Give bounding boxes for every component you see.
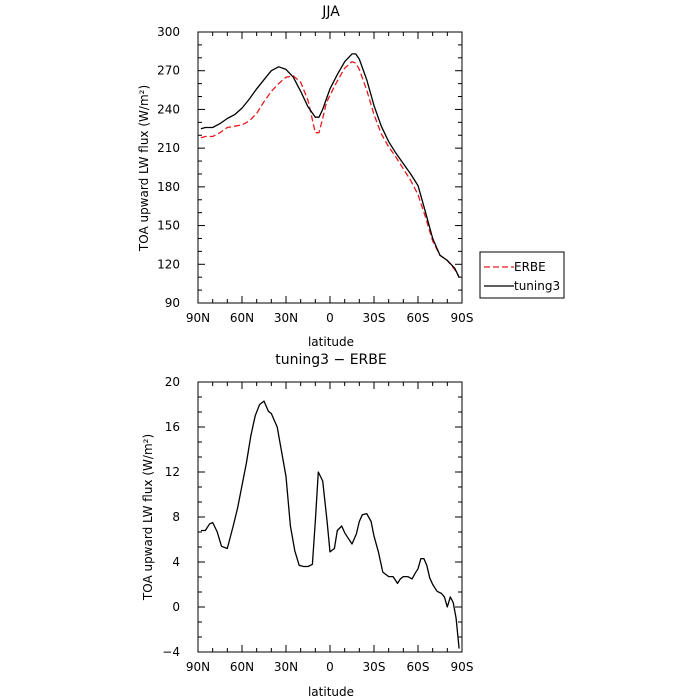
top-plot-frame bbox=[197, 31, 463, 304]
bottom-y-tick-label: 4 bbox=[172, 555, 180, 569]
top-plot-area: 90N 60N 30N 0 30S 60S 90S 90 120 150 180 210 240 270 3… bbox=[157, 25, 473, 325]
top-series-line-erbe bbox=[200, 61, 460, 278]
top-x-tick-label: 60S bbox=[407, 311, 430, 325]
top-y-tick-label: 300 bbox=[157, 25, 180, 39]
bottom-plot-frame bbox=[197, 381, 463, 653]
bottom-x-tick-label: 30S bbox=[363, 660, 386, 674]
bottom-plot-area: 90N 60N 30N 0 30S 60S 90S −4 0 4 8 12 16 20 bbox=[162, 375, 473, 674]
bottom-x-tick-label: 90N bbox=[186, 660, 210, 674]
bottom-y-tick-label: 16 bbox=[165, 420, 180, 434]
top-y-tick-label: 180 bbox=[157, 180, 180, 194]
bottom-x-tick-label: 30N bbox=[274, 660, 298, 674]
legend-label-tuning3: tuning3 bbox=[514, 279, 560, 293]
top-y-tick-label: 240 bbox=[157, 102, 180, 116]
top-x-tick-label: 90S bbox=[451, 311, 474, 325]
legend-label-erbe: ERBE bbox=[514, 260, 546, 274]
bottom-chart-title: tuning3 − ERBE bbox=[275, 352, 386, 368]
bottom-series-line-difference bbox=[200, 400, 460, 649]
bottom-y-tick-label: 20 bbox=[165, 375, 180, 389]
top-x-tick-label: 0 bbox=[326, 311, 334, 325]
top-y-tick-label: 120 bbox=[157, 257, 180, 271]
bottom-y-tick-label: 0 bbox=[172, 600, 180, 614]
top-chart-x-axis-label: latitude bbox=[308, 335, 354, 349]
bottom-y-tick-label: 8 bbox=[172, 510, 180, 524]
top-chart-y-axis-label: TOA upward LW flux (W/m²) bbox=[137, 85, 151, 252]
top-x-tick-label: 30S bbox=[363, 311, 386, 325]
bottom-chart-y-axis-label: TOA upward LW flux (W/m²) bbox=[141, 434, 155, 601]
top-y-tick-label: 90 bbox=[165, 296, 180, 310]
top-x-tick-label: 60N bbox=[230, 311, 254, 325]
bottom-y-tick-label: −4 bbox=[162, 645, 180, 659]
bottom-x-tick-label: 0 bbox=[326, 660, 334, 674]
legend-box bbox=[479, 251, 565, 299]
top-y-tick-label: 210 bbox=[157, 141, 180, 155]
bottom-x-tick-label: 60S bbox=[407, 660, 430, 674]
top-x-tick-label: 90N bbox=[186, 311, 210, 325]
top-chart-panel: JJA 90N 60N 30N 0 30S 60S 90S 90 120 150 180 210 240… bbox=[137, 4, 565, 349]
bottom-x-tick-label: 60N bbox=[230, 660, 254, 674]
bottom-y-tick-label: 12 bbox=[165, 465, 180, 479]
top-series-line-tuning3 bbox=[200, 53, 460, 278]
top-chart-title: JJA bbox=[321, 4, 340, 20]
top-y-tick-label: 150 bbox=[157, 219, 180, 233]
bottom-chart-x-axis-label: latitude bbox=[308, 685, 354, 699]
bottom-x-tick-label: 90S bbox=[451, 660, 474, 674]
top-x-tick-label: 30N bbox=[274, 311, 298, 325]
top-y-tick-label: 270 bbox=[157, 64, 180, 78]
top-chart-legend: ERBE tuning3 bbox=[479, 251, 565, 299]
bottom-chart-panel: tuning3 − ERBE 90N 60N 30N 0 30S 60S 90S −4 0 4 8 1… bbox=[141, 352, 473, 699]
